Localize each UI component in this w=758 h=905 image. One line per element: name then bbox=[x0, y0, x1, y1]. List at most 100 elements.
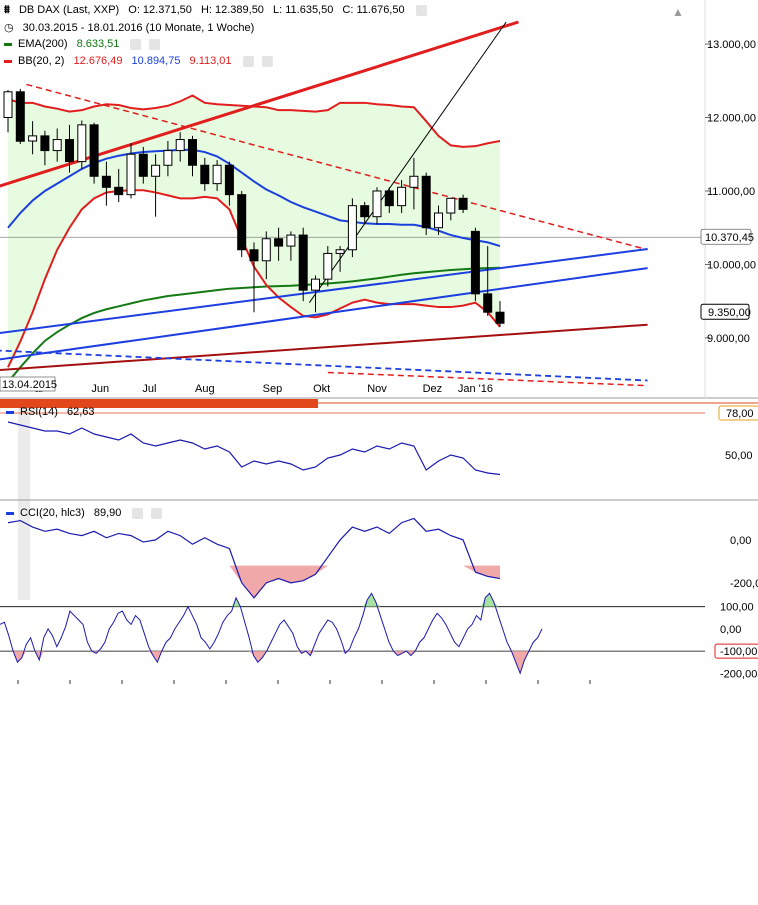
low-value: L: 11.635,50 bbox=[273, 4, 334, 16]
date-tag-box bbox=[0, 376, 56, 392]
candle-body bbox=[360, 205, 370, 218]
candle-body bbox=[323, 252, 333, 280]
candle-body bbox=[347, 205, 357, 251]
trendline-4 bbox=[0, 267, 648, 361]
candle-body bbox=[237, 194, 247, 251]
close-value: C: 11.676,50 bbox=[342, 4, 405, 16]
cci-label: CCI(20, hlc3) bbox=[20, 507, 85, 519]
trendline-2 bbox=[308, 21, 507, 303]
candle-body bbox=[249, 249, 259, 262]
cci-swatch-icon bbox=[6, 511, 14, 515]
settings-icon[interactable] bbox=[132, 507, 144, 519]
rsi-value: 62,63 bbox=[66, 406, 95, 418]
candle-body bbox=[335, 249, 345, 254]
close-icon[interactable] bbox=[261, 55, 273, 67]
candle-body bbox=[421, 175, 431, 229]
candle-body bbox=[212, 164, 222, 185]
rsi-legend[interactable]: RSI(14) 62,63 bbox=[6, 406, 101, 418]
candle-body bbox=[483, 293, 493, 313]
bb-swatch-icon bbox=[4, 59, 12, 63]
candle-body bbox=[126, 153, 136, 196]
candle-body bbox=[3, 91, 13, 119]
y-tick-label: 10.000,00 bbox=[707, 259, 756, 271]
bb-legend[interactable]: BB(20, 2) 12.676,49 10.894,75 9.113,01 bbox=[4, 55, 279, 67]
date-range-row: ◷ 30.03.2015 - 18.01.2016 (10 Monate, 1 … bbox=[4, 21, 260, 34]
chart-type-icon[interactable]: ⩩ bbox=[4, 4, 10, 16]
date-range: 30.03.2015 - 18.01.2016 (10 Monate, 1 Wo… bbox=[22, 22, 255, 34]
candle-body bbox=[175, 139, 185, 152]
rsi-marker-badge bbox=[718, 405, 758, 421]
cci-legend[interactable]: CCI(20, hlc3) 89,90 bbox=[6, 507, 168, 519]
candle-body bbox=[151, 164, 161, 177]
candle-body bbox=[470, 230, 480, 295]
bb-lower-value: 9.113,01 bbox=[189, 55, 232, 67]
scroll-up-icon[interactable]: ▲ bbox=[672, 5, 684, 19]
x-tick-label: Dez bbox=[423, 383, 443, 395]
bb-label: BB(20, 2) bbox=[18, 55, 65, 67]
x-tick-label: Sep bbox=[263, 383, 283, 395]
candle-body bbox=[446, 197, 456, 214]
cci-panel[interactable]: 0,00 -200,00 bbox=[7, 517, 758, 599]
clock-icon: ◷ bbox=[4, 22, 14, 34]
candle-body bbox=[15, 91, 25, 142]
candle-body bbox=[77, 124, 87, 163]
marker-price-badge bbox=[700, 303, 750, 320]
x-tick-label: Okt bbox=[313, 383, 330, 395]
x-tick-label: Nov bbox=[367, 383, 387, 395]
rsi-panel[interactable]: 50,00 78,00 bbox=[0, 405, 758, 501]
instrument-header: ⩩ DB DAX (Last, XXP) O: 12.371,50 H: 12.… bbox=[4, 4, 433, 17]
osc-tick-label: 0,00 bbox=[720, 624, 741, 636]
candle-body bbox=[138, 153, 148, 177]
trendline-5 bbox=[0, 323, 648, 371]
osc-tick-label: -200,00 bbox=[720, 668, 757, 680]
y-tick-label: 13.000,00 bbox=[707, 39, 756, 51]
osc-marker-badge bbox=[714, 643, 758, 659]
instrument-title: DB DAX (Last, XXP) bbox=[18, 4, 120, 16]
y-tick-label: 12.000,00 bbox=[707, 113, 756, 125]
high-value: H: 12.389,50 bbox=[200, 4, 264, 16]
candle-body bbox=[397, 186, 407, 207]
osc-tick-label: 100,00 bbox=[720, 602, 754, 614]
oscillator-panel[interactable]: 100,000,00-100,00-200,00-100,00 bbox=[0, 592, 758, 684]
bb-mid-value: 10.894,75 bbox=[131, 55, 181, 67]
candle-body bbox=[274, 238, 284, 247]
ema-swatch-icon bbox=[4, 42, 12, 46]
rsi-marker-label: 78,00 bbox=[726, 408, 754, 420]
close-icon[interactable] bbox=[149, 38, 161, 50]
trendline-1 bbox=[26, 83, 648, 251]
candle-body bbox=[65, 139, 74, 163]
candle-body bbox=[495, 311, 505, 324]
settings-icon[interactable] bbox=[415, 4, 427, 16]
rsi-line bbox=[7, 421, 501, 476]
trendline-6 bbox=[0, 349, 648, 382]
candle-body bbox=[40, 135, 50, 152]
x-tick-label: Jun bbox=[91, 383, 109, 395]
candle-body bbox=[286, 234, 296, 247]
candle-body bbox=[101, 175, 111, 188]
candle-body bbox=[163, 150, 173, 166]
current-price-label: 10.370,45 bbox=[705, 232, 754, 244]
settings-icon[interactable] bbox=[130, 38, 142, 50]
candle-body bbox=[28, 135, 38, 142]
candle-body bbox=[261, 238, 271, 262]
x-tick-label: Jul bbox=[142, 383, 156, 395]
price-panel[interactable] bbox=[0, 0, 758, 600]
settings-icon[interactable] bbox=[242, 55, 254, 67]
candle-body bbox=[52, 139, 62, 152]
candle-body bbox=[434, 212, 443, 229]
cci-line bbox=[7, 517, 501, 599]
cci-value: 89,90 bbox=[93, 507, 122, 519]
candle-body bbox=[114, 186, 124, 196]
candle-body bbox=[409, 175, 419, 188]
candle-body bbox=[200, 164, 210, 185]
y-tick-label: 9.000,00 bbox=[707, 333, 750, 345]
axis-labels: 13.000,00 12.000,00 11.000,00 10.000,00 9.00… bbox=[0, 5, 756, 395]
osc-marker-label: -100,00 bbox=[720, 646, 757, 658]
candle-body bbox=[188, 139, 197, 166]
ema-legend[interactable]: EMA(200) 8.633,51 bbox=[4, 38, 166, 50]
close-icon[interactable] bbox=[151, 507, 163, 519]
open-value: O: 12.371,50 bbox=[128, 4, 192, 16]
osc-positive-fill bbox=[0, 593, 542, 607]
bb-upper-value: 12.676,49 bbox=[73, 55, 123, 67]
